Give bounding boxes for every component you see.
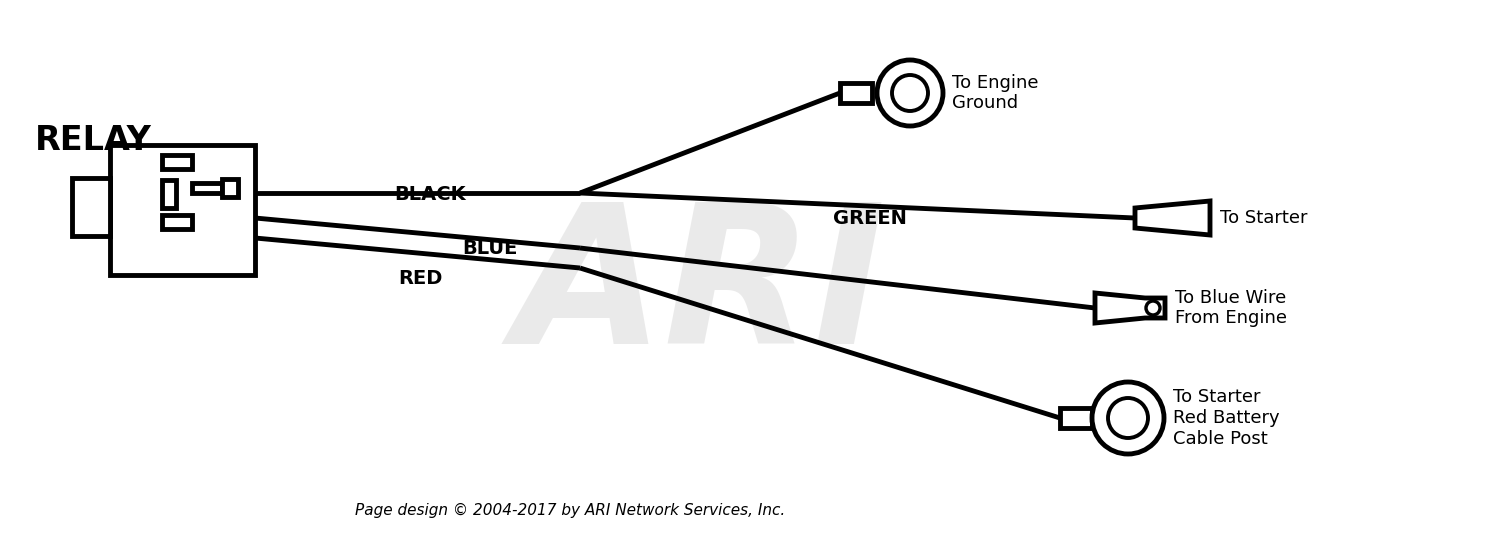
- Circle shape: [892, 75, 928, 111]
- Bar: [162, 180, 176, 208]
- Bar: [72, 178, 110, 236]
- Circle shape: [1092, 382, 1164, 454]
- Circle shape: [1146, 301, 1160, 315]
- Text: To Engine
Ground: To Engine Ground: [952, 74, 1038, 112]
- Polygon shape: [1136, 201, 1210, 235]
- Bar: [162, 215, 192, 229]
- Bar: [840, 83, 872, 103]
- Bar: [192, 183, 222, 193]
- Bar: [162, 155, 192, 169]
- Text: To Starter: To Starter: [1220, 209, 1308, 227]
- Text: To Blue Wire
From Engine: To Blue Wire From Engine: [1174, 288, 1287, 328]
- Bar: [222, 179, 238, 197]
- Text: GREEN: GREEN: [833, 208, 908, 228]
- Bar: [1060, 408, 1092, 428]
- Text: BLACK: BLACK: [394, 185, 466, 205]
- Polygon shape: [1095, 293, 1166, 323]
- Text: To Starter
Red Battery
Cable Post: To Starter Red Battery Cable Post: [1173, 388, 1280, 448]
- Text: BLUE: BLUE: [462, 238, 518, 258]
- Text: RELAY: RELAY: [34, 124, 152, 156]
- Circle shape: [878, 60, 944, 126]
- Text: Page design © 2004-2017 by ARI Network Services, Inc.: Page design © 2004-2017 by ARI Network S…: [356, 503, 784, 518]
- Text: ARI: ARI: [513, 196, 886, 384]
- Text: RED: RED: [398, 268, 442, 287]
- Bar: [110, 145, 255, 275]
- Circle shape: [1108, 398, 1148, 438]
